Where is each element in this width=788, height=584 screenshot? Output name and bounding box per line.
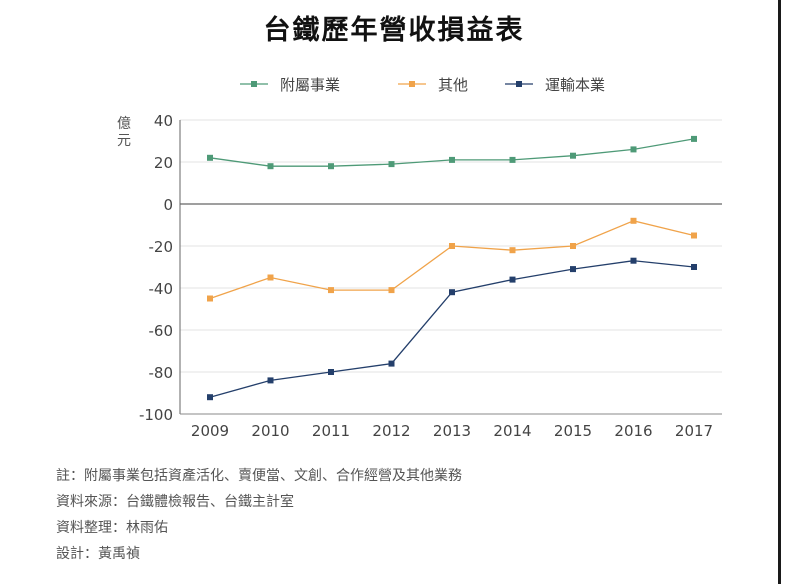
data-point	[691, 264, 697, 270]
data-point	[267, 274, 274, 281]
y-tick-label: -40	[149, 280, 174, 298]
legend-swatch-marker	[516, 81, 522, 87]
chart-title: 台鐵歷年營收損益表	[263, 15, 525, 46]
data-point	[691, 232, 697, 239]
data-point	[509, 276, 516, 283]
y-axis-label-line1: 億	[117, 116, 131, 132]
data-point	[449, 289, 455, 296]
right-border	[778, 0, 781, 584]
data-point	[630, 257, 637, 264]
y-tick-label: -80	[149, 364, 174, 382]
data-point	[509, 156, 516, 163]
data-point	[691, 135, 697, 142]
data-point	[449, 156, 455, 163]
x-tick-label: 2013	[433, 422, 471, 440]
data-point	[509, 247, 516, 254]
data-point	[630, 217, 637, 224]
data-point	[207, 394, 213, 401]
series-line	[209, 220, 695, 300]
data-point	[388, 287, 395, 294]
data-point	[328, 163, 334, 170]
legend-swatch-marker	[409, 81, 415, 87]
x-tick-label: 2014	[493, 422, 531, 440]
x-tick-label: 2016	[614, 422, 652, 440]
y-tick-label: 20	[154, 154, 173, 172]
x-tick-label: 2017	[675, 422, 713, 440]
data-point	[328, 287, 334, 294]
line-chart: 億 元 40 20 0 -20 -40 -60 -80 -100 2009 2010 2011 201…	[117, 76, 722, 440]
x-tick-label: 2011	[312, 422, 350, 440]
chart-notes: 註：附屬事業包括資產活化、賣便當、文創、合作經營及其他業務 資料來源：台鐵體檢報…	[56, 466, 462, 570]
x-tick-label: 2010	[251, 422, 289, 440]
y-tick-label: -60	[149, 322, 174, 340]
y-axis-label-line2: 元	[117, 133, 131, 149]
note-compiled-by: 資料整理：林雨佑	[56, 520, 168, 536]
data-point	[449, 243, 455, 249]
data-point	[207, 154, 213, 161]
legend-entry: 其他	[438, 76, 468, 94]
data-point	[328, 369, 334, 375]
y-tick-label: 0	[163, 196, 173, 214]
data-point	[388, 161, 395, 168]
y-tick-label: -100	[139, 406, 173, 424]
legend-swatch-marker	[251, 81, 257, 87]
y-tick-label: 40	[154, 112, 173, 130]
x-tick-label: 2012	[372, 422, 410, 440]
legend-entry: 運輸本業	[545, 76, 605, 94]
x-tick-label: 2015	[554, 422, 592, 440]
legend-entry: 附屬事業	[280, 76, 340, 94]
data-point	[570, 152, 576, 159]
note-source: 資料來源：台鐵體檢報告、台鐵主計室	[56, 494, 294, 510]
note-designer: 設計：黃禹禎	[56, 546, 140, 562]
x-tick-label: 2009	[191, 422, 229, 440]
data-point	[267, 377, 274, 384]
data-point	[267, 163, 274, 170]
y-tick-label: -20	[149, 238, 174, 256]
data-point	[388, 360, 395, 367]
note-scope: 註：附屬事業包括資產活化、賣便當、文創、合作經營及其他業務	[56, 468, 462, 484]
data-point	[570, 266, 576, 273]
data-point	[630, 146, 637, 153]
data-point	[207, 295, 213, 302]
series-line	[209, 260, 695, 398]
data-point	[570, 243, 576, 249]
